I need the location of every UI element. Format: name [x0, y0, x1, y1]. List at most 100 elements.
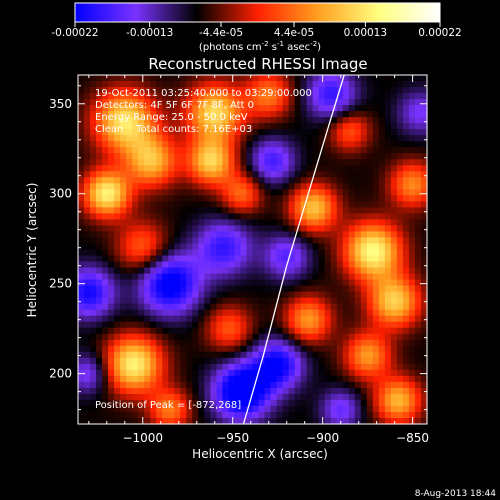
heatmap-cell: [282, 375, 290, 383]
heatmap-cell: [78, 141, 85, 148]
heatmap-cell: [114, 375, 121, 383]
heatmap-cell: [168, 321, 175, 329]
heatmap-cell: [378, 375, 386, 383]
heatmap-cell: [318, 123, 326, 130]
heatmap-cell: [90, 93, 97, 100]
heatmap-cell: [102, 363, 109, 371]
heatmap-cell: [318, 141, 326, 148]
heatmap-cell: [330, 327, 338, 335]
heatmap-cell: [276, 177, 284, 184]
heatmap-cell: [384, 405, 392, 413]
heatmap-cell: [78, 135, 85, 142]
heatmap-cell: [186, 237, 193, 245]
heatmap-cell: [276, 357, 284, 365]
heatmap-cell: [168, 399, 175, 407]
heatmap-cell: [408, 159, 416, 166]
heatmap-cell: [252, 75, 260, 82]
heatmap-cell: [192, 279, 199, 287]
heatmap-cell: [186, 177, 193, 184]
heatmap-cell: [282, 231, 290, 239]
heatmap-cell: [300, 147, 308, 154]
heatmap-cell: [108, 81, 115, 88]
heatmap-cell: [360, 267, 368, 275]
heatmap-cell: [366, 141, 374, 148]
heatmap-cell: [162, 345, 169, 353]
heatmap-cell: [258, 135, 266, 142]
heatmap-cell: [372, 81, 380, 88]
heatmap-cell: [210, 345, 217, 353]
heatmap-cell: [264, 309, 272, 317]
heatmap-cell: [162, 75, 169, 82]
heatmap-cell: [180, 129, 187, 136]
heatmap-cell: [282, 345, 290, 353]
heatmap-cell: [318, 135, 326, 142]
heatmap-cell: [336, 411, 344, 419]
heatmap-cell: [342, 345, 350, 353]
heatmap-cell: [396, 369, 404, 377]
heatmap-cell: [114, 201, 121, 208]
heatmap-cell: [186, 291, 193, 299]
heatmap-cell: [138, 123, 145, 130]
heatmap-cell: [78, 321, 85, 329]
heatmap-cell: [270, 231, 278, 239]
heatmap-cell: [198, 309, 205, 317]
heatmap-cell: [126, 315, 133, 323]
heatmap-cell: [408, 165, 416, 172]
heatmap-cell: [282, 111, 290, 118]
heatmap-cell: [390, 315, 398, 323]
heatmap-cell: [294, 141, 302, 148]
heatmap-cell: [258, 213, 266, 221]
heatmap-cell: [258, 321, 266, 329]
heatmap-cell: [108, 183, 115, 190]
heatmap-cell: [192, 333, 199, 341]
heatmap-cell: [78, 123, 85, 130]
heatmap-cell: [414, 327, 422, 335]
heatmap-cell: [396, 153, 404, 160]
heatmap-cell: [108, 165, 115, 172]
heatmap-cell: [186, 303, 193, 311]
heatmap-cell: [144, 357, 151, 365]
heatmap-cell: [246, 93, 254, 100]
heatmap-cell: [180, 159, 187, 166]
heatmap-cell: [192, 87, 199, 94]
heatmap-cell: [414, 393, 422, 401]
heatmap-cell: [240, 309, 248, 317]
heatmap-cell: [126, 357, 133, 365]
heatmap-cell: [234, 273, 242, 281]
heatmap-cell: [186, 261, 193, 269]
heatmap-cell: [210, 147, 217, 154]
heatmap-cell: [342, 153, 350, 160]
heatmap-cell: [378, 387, 386, 395]
heatmap-cell: [270, 393, 278, 401]
heatmap-cell: [318, 363, 326, 371]
heatmap-cell: [174, 111, 181, 118]
heatmap-cell: [294, 333, 302, 341]
heatmap-cell: [186, 351, 193, 359]
heatmap-cell: [252, 291, 260, 299]
heatmap-cell: [240, 321, 248, 329]
heatmap-cell: [240, 303, 248, 311]
heatmap-cell: [240, 99, 248, 106]
heatmap-cell: [132, 261, 139, 269]
heatmap-cell: [156, 225, 163, 233]
heatmap-cell: [414, 261, 422, 269]
heatmap-cell: [396, 333, 404, 341]
heatmap-cell: [174, 75, 181, 82]
heatmap-cell: [186, 231, 193, 239]
heatmap-cell: [366, 117, 374, 124]
heatmap-cell: [306, 345, 314, 353]
heatmap-cell: [138, 363, 145, 371]
heatmap-cell: [204, 135, 211, 142]
heatmap-cell: [108, 417, 115, 425]
heatmap-cell: [174, 183, 181, 190]
heatmap-cell: [162, 219, 169, 227]
heatmap-cell: [324, 129, 332, 136]
heatmap-cell: [192, 417, 199, 425]
heatmap-cell: [258, 195, 266, 202]
heatmap-cell: [342, 93, 350, 100]
heatmap-cell: [180, 189, 187, 196]
heatmap-cell: [282, 399, 290, 407]
heatmap-cell: [198, 369, 205, 377]
heatmap-cell: [108, 279, 115, 287]
heatmap-cell: [354, 255, 362, 263]
